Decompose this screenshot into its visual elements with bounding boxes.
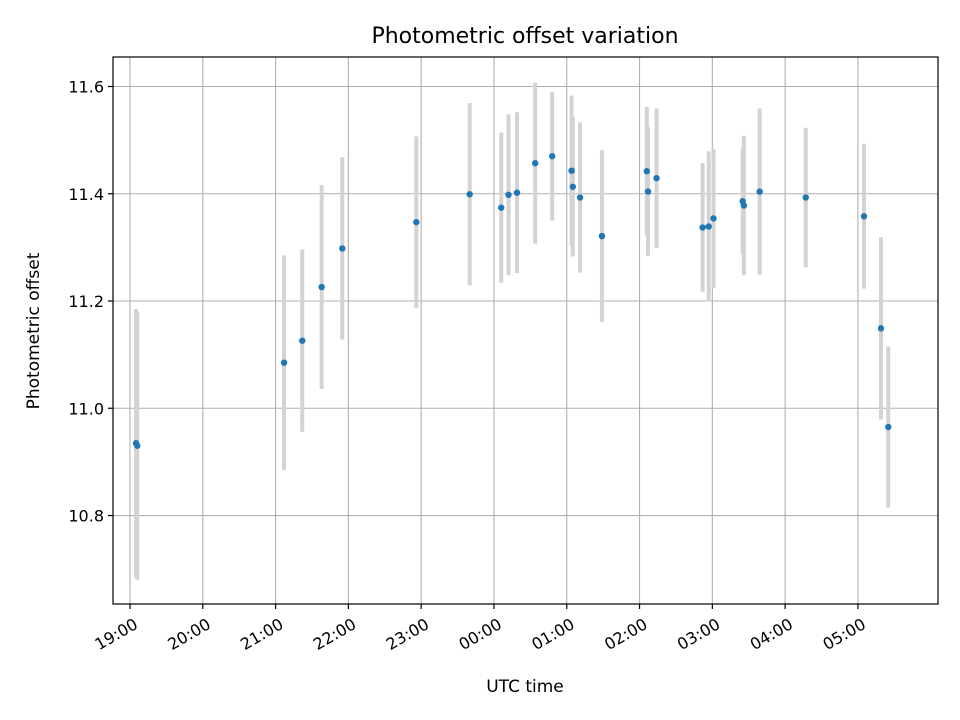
data-point bbox=[318, 283, 325, 291]
chart-title: Photometric offset variation bbox=[371, 24, 678, 49]
data-point bbox=[885, 423, 892, 431]
data-point bbox=[643, 168, 651, 175]
data-point bbox=[598, 232, 606, 240]
data-point bbox=[710, 215, 717, 222]
data-point bbox=[466, 191, 473, 198]
data-point bbox=[877, 325, 885, 332]
data-point bbox=[740, 202, 748, 209]
data-point bbox=[280, 359, 288, 366]
data-point bbox=[705, 223, 712, 230]
y-tick-label: 11.6 bbox=[68, 77, 104, 96]
data-point bbox=[644, 188, 652, 195]
data-point bbox=[653, 174, 660, 182]
data-point bbox=[532, 159, 539, 167]
x-axis-label: UTC time bbox=[486, 677, 564, 697]
data-point bbox=[548, 153, 556, 160]
data-points bbox=[132, 153, 892, 449]
data-point bbox=[134, 442, 141, 449]
data-point bbox=[569, 183, 577, 190]
grid-lines bbox=[113, 57, 938, 604]
data-point bbox=[568, 167, 575, 174]
data-point bbox=[299, 337, 306, 344]
y-axis-label: Photometric offset bbox=[24, 252, 44, 409]
data-point bbox=[699, 224, 706, 231]
data-point bbox=[860, 213, 868, 220]
data-point bbox=[576, 194, 584, 201]
data-point bbox=[498, 204, 505, 211]
plot-frame bbox=[112, 56, 939, 605]
data-point bbox=[413, 218, 420, 226]
y-tick-label: 10.8 bbox=[68, 507, 104, 526]
y-axis-ticks: 10.8 11.0 11.2 11.4 11.6 bbox=[68, 77, 113, 526]
data-point bbox=[513, 189, 521, 196]
y-tick-label: 11.0 bbox=[68, 399, 104, 418]
y-tick-label: 11.4 bbox=[68, 185, 104, 204]
data-point bbox=[756, 188, 763, 195]
data-point bbox=[802, 194, 809, 201]
y-tick-label: 11.2 bbox=[68, 292, 104, 311]
data-point bbox=[505, 191, 512, 199]
data-point bbox=[339, 245, 346, 252]
